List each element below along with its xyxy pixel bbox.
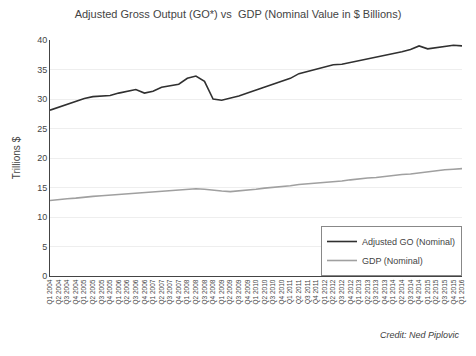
svg-text:Adjusted GO (Nominal): Adjusted GO (Nominal) bbox=[362, 237, 455, 247]
svg-text:15: 15 bbox=[37, 183, 47, 193]
svg-text:Q3 2015: Q3 2015 bbox=[441, 279, 449, 304]
svg-text:10: 10 bbox=[37, 212, 47, 222]
svg-text:Q4 2015: Q4 2015 bbox=[450, 279, 458, 304]
svg-text:Q4 2007: Q4 2007 bbox=[175, 279, 183, 304]
svg-text:Adjusted Gross Output (GO*) vs: Adjusted Gross Output (GO*) vs GDP (Nomi… bbox=[75, 8, 402, 20]
svg-text:Q3 2014: Q3 2014 bbox=[407, 279, 415, 304]
svg-text:Q3 2008: Q3 2008 bbox=[201, 279, 209, 304]
svg-text:Q1 2011: Q1 2011 bbox=[286, 279, 294, 304]
svg-text:Q4 2013: Q4 2013 bbox=[381, 279, 389, 304]
svg-text:Q1 2015: Q1 2015 bbox=[424, 279, 432, 304]
svg-text:Q3 2011: Q3 2011 bbox=[304, 279, 312, 304]
svg-text:Q4 2006: Q4 2006 bbox=[141, 279, 149, 304]
svg-text:Q1 2007: Q1 2007 bbox=[149, 279, 157, 304]
svg-text:Q1 2004: Q1 2004 bbox=[46, 279, 54, 304]
svg-text:Q2 2008: Q2 2008 bbox=[192, 279, 200, 304]
svg-text:Q3 2006: Q3 2006 bbox=[132, 279, 140, 304]
svg-text:GDP (Nominal): GDP (Nominal) bbox=[362, 256, 423, 266]
svg-text:Q3 2009: Q3 2009 bbox=[235, 279, 243, 304]
svg-text:Q2 2006: Q2 2006 bbox=[123, 279, 131, 304]
svg-text:Q3 2012: Q3 2012 bbox=[338, 279, 346, 304]
svg-text:Q2 2015: Q2 2015 bbox=[432, 279, 440, 304]
svg-text:0: 0 bbox=[42, 271, 47, 281]
svg-text:25: 25 bbox=[37, 124, 47, 134]
svg-text:Q4 2005: Q4 2005 bbox=[106, 279, 114, 304]
svg-text:Credit: Ned Piplovic: Credit: Ned Piplovic bbox=[380, 330, 460, 340]
svg-text:Q3 2013: Q3 2013 bbox=[372, 279, 380, 304]
svg-text:Q1 2006: Q1 2006 bbox=[115, 279, 123, 304]
svg-text:Q2 2014: Q2 2014 bbox=[398, 279, 406, 304]
svg-text:Q1 2013: Q1 2013 bbox=[355, 279, 363, 304]
svg-text:Q4 2014: Q4 2014 bbox=[415, 279, 423, 304]
svg-text:Q2 2005: Q2 2005 bbox=[89, 279, 97, 304]
svg-text:Q3 2007: Q3 2007 bbox=[166, 279, 174, 304]
svg-text:Q1 2012: Q1 2012 bbox=[321, 279, 329, 304]
svg-text:Q3 2010: Q3 2010 bbox=[269, 279, 277, 304]
svg-text:Q1 2005: Q1 2005 bbox=[80, 279, 88, 304]
svg-text:20: 20 bbox=[37, 153, 47, 163]
svg-text:Q4 2008: Q4 2008 bbox=[209, 279, 217, 304]
svg-text:Q1 2010: Q1 2010 bbox=[252, 279, 260, 304]
svg-text:30: 30 bbox=[37, 94, 47, 104]
svg-text:40: 40 bbox=[37, 35, 47, 45]
svg-text:5: 5 bbox=[42, 242, 47, 252]
svg-text:Q4 2011: Q4 2011 bbox=[312, 279, 320, 304]
svg-text:Q2 2010: Q2 2010 bbox=[261, 279, 269, 304]
svg-text:Q1 2014: Q1 2014 bbox=[389, 279, 397, 304]
svg-text:Q1 2009: Q1 2009 bbox=[218, 279, 226, 304]
svg-text:Q4 2012: Q4 2012 bbox=[347, 279, 355, 304]
svg-text:Q1 2008: Q1 2008 bbox=[183, 279, 191, 304]
svg-text:Q4 2009: Q4 2009 bbox=[244, 279, 252, 304]
svg-text:Q3 2004: Q3 2004 bbox=[63, 279, 71, 304]
svg-text:Q2 2007: Q2 2007 bbox=[158, 279, 166, 304]
svg-text:Q2 2013: Q2 2013 bbox=[364, 279, 372, 304]
svg-text:35: 35 bbox=[37, 65, 47, 75]
svg-text:Trillions $: Trillions $ bbox=[11, 136, 22, 179]
svg-text:Q2 2009: Q2 2009 bbox=[226, 279, 234, 304]
svg-text:Q4 2010: Q4 2010 bbox=[278, 279, 286, 304]
svg-text:Q2 2004: Q2 2004 bbox=[55, 279, 63, 304]
svg-text:Q2 2012: Q2 2012 bbox=[329, 279, 337, 304]
svg-text:Q3 2005: Q3 2005 bbox=[98, 279, 106, 304]
svg-text:Q2 2011: Q2 2011 bbox=[295, 279, 303, 304]
svg-text:Q1 2016: Q1 2016 bbox=[458, 279, 466, 304]
svg-text:Q4 2004: Q4 2004 bbox=[72, 279, 80, 304]
